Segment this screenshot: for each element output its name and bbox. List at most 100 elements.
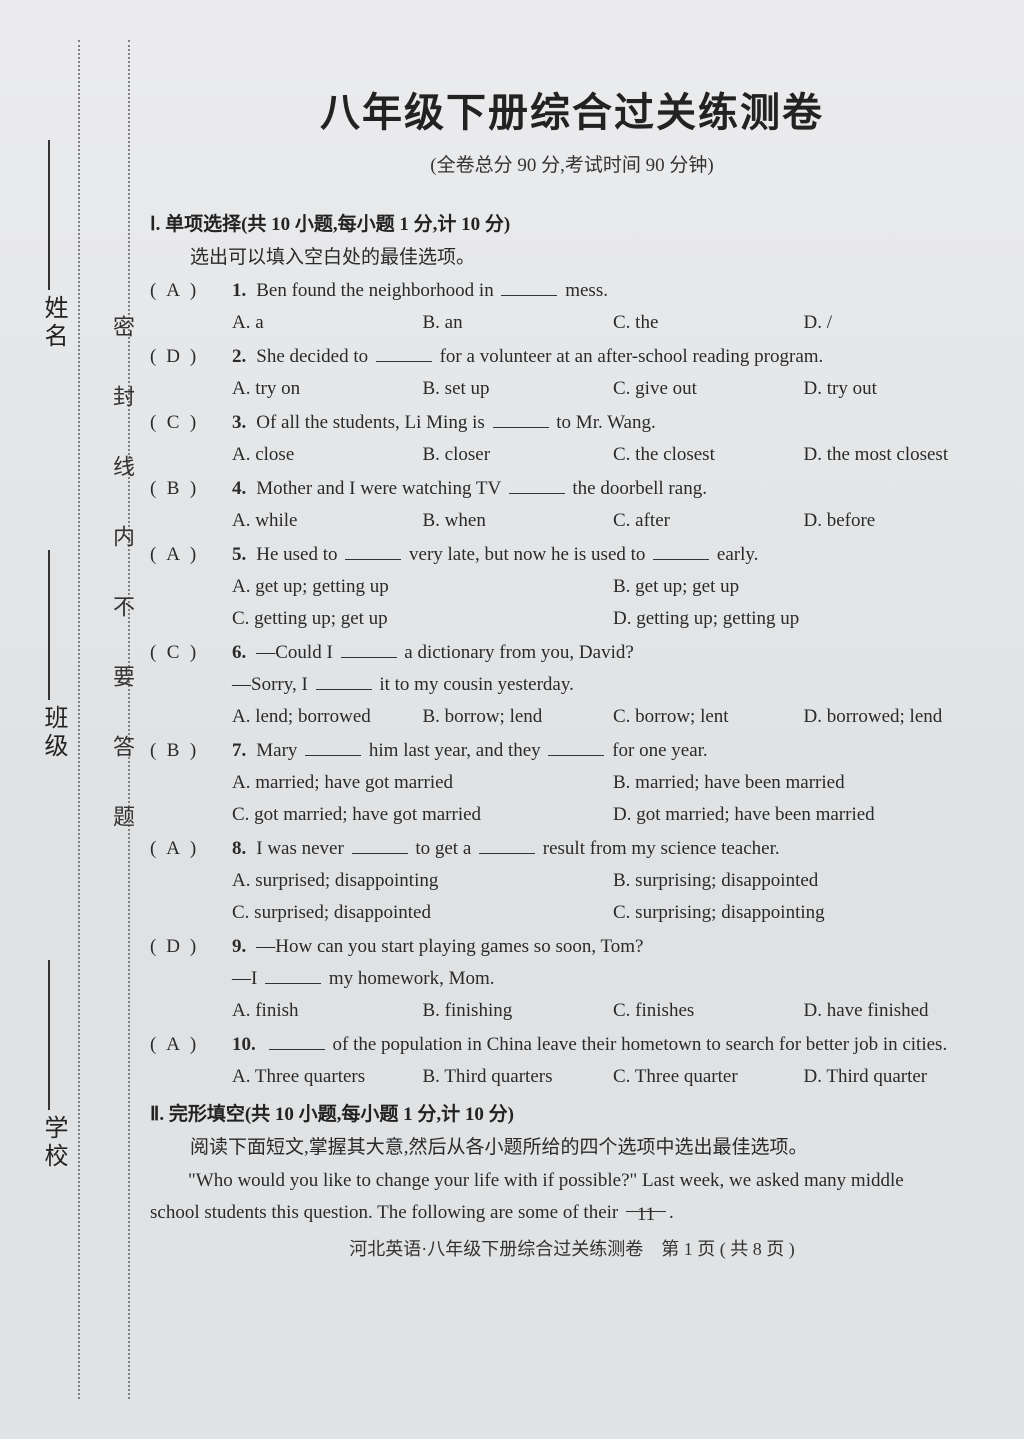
q1-opt-d: D. / — [804, 307, 995, 339]
seal-line-text: 密封线内不要答题 — [106, 315, 138, 875]
section-1-head: Ⅰ. 单项选择(共 10 小题,每小题 1 分,计 10 分) — [150, 209, 994, 236]
q6-line2-pre: —Sorry, I — [232, 674, 313, 695]
q5-stem-pre: He used to — [256, 544, 342, 565]
school-label: 学校 — [36, 1115, 71, 1171]
q7-stem-pre: Mary — [256, 740, 302, 761]
q1-stem-post: mess. — [560, 280, 608, 301]
q2-opt-b: B. set up — [423, 373, 614, 405]
q1-opt-c: C. the — [613, 307, 804, 339]
q4-stem-pre: Mother and I were watching TV — [256, 478, 505, 499]
q5-opt-b: B. get up; get up — [613, 571, 994, 603]
q2-answer: D — [161, 341, 185, 373]
q4-answer: B — [161, 473, 185, 505]
question-4: ( B ) 4.Mother and I were watching TV th… — [150, 473, 994, 537]
q7-opt-c: C. got married; have got married — [232, 799, 613, 831]
q1-opt-a: A. a — [232, 307, 423, 339]
content-area: 八年级下册综合过关练测卷 (全卷总分 90 分,考试时间 90 分钟) Ⅰ. 单… — [150, 80, 994, 1261]
q7-stem-post: for one year. — [607, 740, 707, 761]
q9-opt-b: B. finishing — [423, 995, 614, 1027]
q6-opt-c: C. borrow; lent — [613, 701, 804, 733]
q9-num: 9. — [232, 936, 246, 957]
q2-stem-post: for a volunteer at an after-school readi… — [435, 346, 823, 367]
page-footer: 河北英语·八年级下册综合过关练测卷 第 1 页 ( 共 8 页 ) — [150, 1235, 994, 1261]
q4-opt-c: C. after — [613, 505, 804, 537]
q10-num: 10. — [232, 1034, 256, 1055]
dotted-line-1 — [78, 40, 80, 1399]
question-7: ( B ) 7.Mary him last year, and they for… — [150, 735, 994, 831]
q7-num: 7. — [232, 740, 246, 761]
exam-page: 姓名 班级 学校 密封线内不要答题 八年级下册综合过关练测卷 (全卷总分 90 … — [0, 0, 1024, 1439]
question-3: ( C ) 3.Of all the students, Li Ming is … — [150, 407, 994, 471]
q2-opt-a: A. try on — [232, 373, 423, 405]
school-blank-line — [48, 960, 50, 1110]
q8-stem-pre: I was never — [256, 838, 348, 859]
q6-opt-b: B. borrow; lend — [423, 701, 614, 733]
q5-stem-mid: very late, but now he is used to — [404, 544, 650, 565]
q2-num: 2. — [232, 346, 246, 367]
question-5: ( A ) 5.He used to very late, but now he… — [150, 539, 994, 635]
q1-opt-b: B. an — [423, 307, 614, 339]
q6-line1-pre: —Could I — [256, 642, 337, 663]
q4-num: 4. — [232, 478, 246, 499]
q4-opt-d: D. before — [804, 505, 995, 537]
section-2-head: Ⅱ. 完形填空(共 10 小题,每小题 1 分,计 10 分) — [150, 1099, 994, 1126]
q3-num: 3. — [232, 412, 246, 433]
q8-stem-post: result from my science teacher. — [538, 838, 780, 859]
name-label: 姓名 — [36, 295, 71, 351]
q3-opt-d: D. the most closest — [804, 439, 995, 471]
q8-opt-b: B. surprising; disappointed — [613, 865, 994, 897]
q10-opt-b: B. Third quarters — [423, 1061, 614, 1093]
q9-line2-pre: —I — [232, 968, 262, 989]
question-1: ( A ) 1.Ben found the neighborhood in me… — [150, 275, 994, 339]
q1-answer: A — [161, 275, 185, 307]
cloze-passage: "Who would you like to change your life … — [150, 1165, 994, 1229]
q6-opt-d: D. borrowed; lend — [804, 701, 995, 733]
q9-opt-a: A. finish — [232, 995, 423, 1027]
question-10: ( A ) 10. of the population in China lea… — [150, 1029, 994, 1093]
q10-opt-a: A. Three quarters — [232, 1061, 423, 1093]
q6-num: 6. — [232, 642, 246, 663]
q6-line1-post: a dictionary from you, David? — [400, 642, 634, 663]
section-1-instruct: 选出可以填入空白处的最佳选项。 — [190, 242, 994, 269]
q2-opt-d: D. try out — [804, 373, 995, 405]
q9-opt-d: D. have finished — [804, 995, 995, 1027]
q7-opt-b: B. married; have been married — [613, 767, 994, 799]
exam-title: 八年级下册综合过关练测卷 — [150, 80, 994, 138]
q10-answer: A — [161, 1029, 185, 1061]
binding-margin: 姓名 班级 学校 密封线内不要答题 — [18, 40, 128, 1399]
q9-answer: D — [161, 931, 185, 963]
q8-opt-a: A. surprised; disappointing — [232, 865, 613, 897]
q8-answer: A — [161, 833, 185, 865]
q1-stem-pre: Ben found the neighborhood in — [256, 280, 498, 301]
q7-answer: B — [161, 735, 185, 767]
q3-answer: C — [161, 407, 185, 439]
passage-line-2-pre: school students this question. The follo… — [150, 1202, 623, 1223]
question-8: ( A ) 8.I was never to get a result from… — [150, 833, 994, 929]
q5-opt-c: C. getting up; get up — [232, 603, 613, 635]
q9-line2-post: my homework, Mom. — [324, 968, 494, 989]
q5-answer: A — [161, 539, 185, 571]
q2-opt-c: C. give out — [613, 373, 804, 405]
q3-opt-a: A. close — [232, 439, 423, 471]
q10-opt-d: D. Third quarter — [804, 1061, 995, 1093]
q3-opt-b: B. closer — [423, 439, 614, 471]
q5-stem-post: early. — [712, 544, 758, 565]
q5-num: 5. — [232, 544, 246, 565]
q8-opt-d: C. surprising; disappointing — [613, 897, 994, 929]
q9-line1: —How can you start playing games so soon… — [256, 936, 643, 957]
q8-num: 8. — [232, 838, 246, 859]
name-blank-line — [48, 140, 50, 290]
q4-opt-a: A. while — [232, 505, 423, 537]
passage-line-1: "Who would you like to change your life … — [150, 1165, 994, 1197]
class-blank-line — [48, 550, 50, 700]
q8-opt-c: C. surprised; disappointed — [232, 897, 613, 929]
q7-opt-d: D. got married; have been married — [613, 799, 994, 831]
q1-num: 1. — [232, 280, 246, 301]
question-9: ( D ) 9.—How can you start playing games… — [150, 931, 994, 1027]
q6-answer: C — [161, 637, 185, 669]
q7-stem-mid: him last year, and they — [364, 740, 545, 761]
class-label: 班级 — [36, 705, 71, 761]
q4-opt-b: B. when — [423, 505, 614, 537]
q10-stem: of the population in China leave their h… — [328, 1034, 947, 1055]
q10-opt-c: C. Three quarter — [613, 1061, 804, 1093]
